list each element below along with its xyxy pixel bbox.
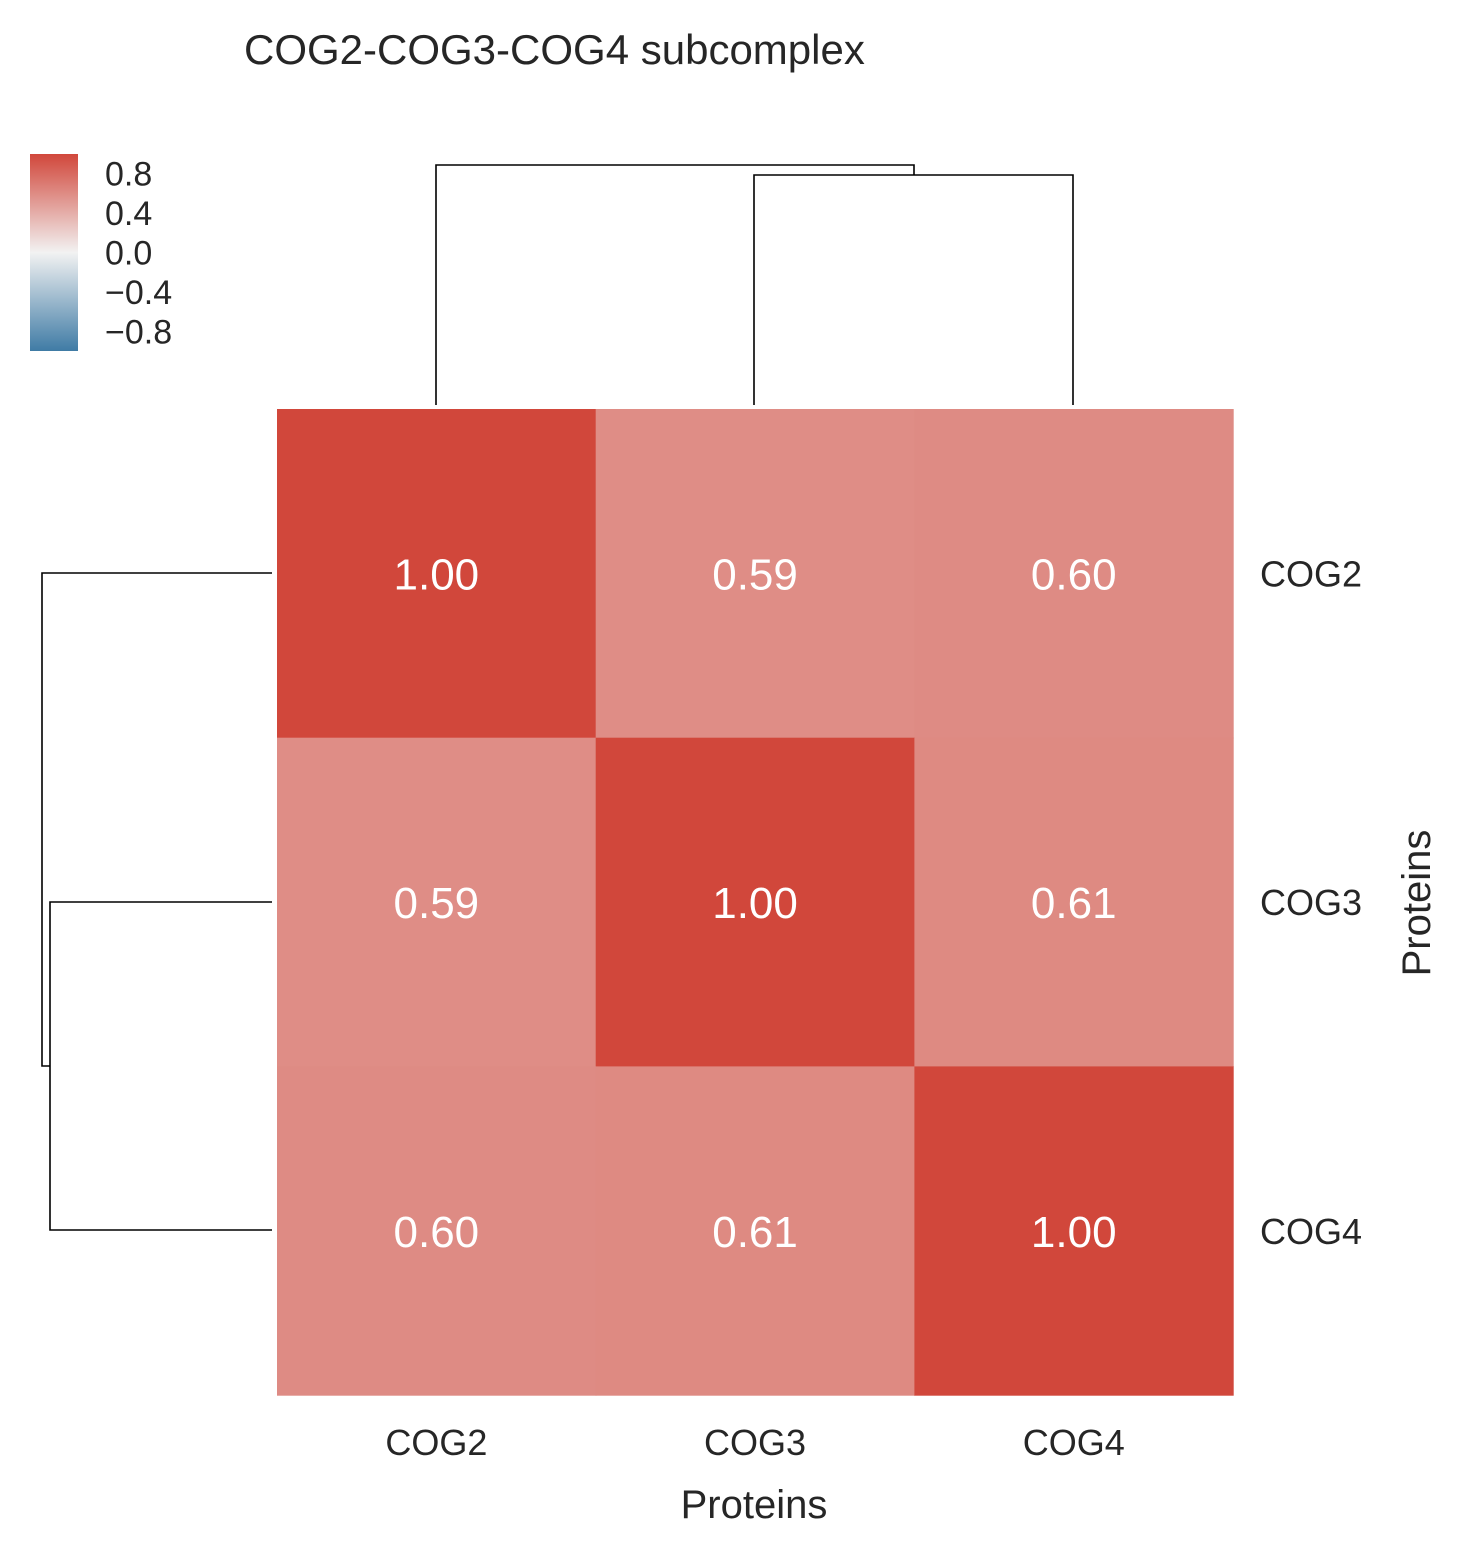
cell-annotation: 0.59 (394, 879, 480, 928)
y-tick-label: COG4 (1260, 1211, 1362, 1252)
colorbar-tick-label: −0.8 (105, 313, 172, 351)
colorbar-tick-label: 0.8 (105, 156, 152, 194)
colorbar-tick-label: −0.4 (105, 274, 172, 312)
cell-annotation: 1.00 (394, 550, 480, 599)
cell-annotation: 1.00 (1031, 1208, 1117, 1257)
heatmap-cell (595, 409, 915, 739)
cell-annotation: 0.60 (1031, 550, 1117, 599)
heatmap-cell (595, 1066, 915, 1396)
y-axis-label: Proteins (1395, 830, 1439, 977)
colorbar (30, 154, 78, 351)
cell-annotation: 0.59 (712, 550, 798, 599)
x-tick-label: COG4 (1023, 1422, 1125, 1463)
heatmap-cells: 1.00 0.59 0.60 0.59 1.00 0.61 0.60 0.61 1.00 (277, 409, 1234, 1396)
heatmap-cell (914, 737, 1234, 1067)
x-tick-labels: COG2 COG3 COG4 (385, 1422, 1124, 1463)
chart-title: COG2-COG3-COG4 subcomplex (244, 26, 865, 73)
heatmap-cell (277, 1066, 597, 1396)
colorbar-tick-label: 0.4 (105, 195, 152, 233)
column-dendrogram (435, 164, 1074, 405)
heatmap-cell (595, 737, 915, 1067)
y-tick-labels: COG2 COG3 COG4 (1260, 553, 1362, 1251)
colorbar-tick-label: 0.0 (105, 235, 152, 273)
y-tick-label: COG3 (1260, 882, 1362, 923)
x-axis-label: Proteins (681, 1483, 828, 1527)
cell-annotation: 1.00 (712, 879, 798, 928)
x-tick-label: COG3 (704, 1422, 806, 1463)
y-tick-label: COG2 (1260, 553, 1362, 594)
cell-annotation: 0.61 (712, 1208, 798, 1257)
row-dendrogram (41, 572, 272, 1231)
cell-annotation: 0.61 (1031, 879, 1117, 928)
heatmap-cell (277, 409, 597, 739)
colorbar-ticks: 0.80.40.0−0.4−0.8 (105, 156, 172, 352)
heatmap-cell (914, 409, 1234, 739)
x-tick-label: COG2 (385, 1422, 487, 1463)
heatmap-cell (277, 737, 597, 1067)
heatmap-cell (914, 1066, 1234, 1396)
cell-annotation: 0.60 (394, 1208, 480, 1257)
